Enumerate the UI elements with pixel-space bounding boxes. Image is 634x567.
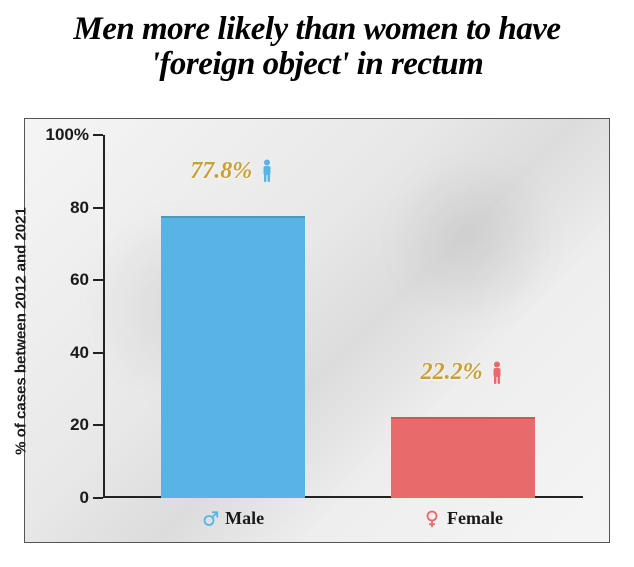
y-tick — [93, 207, 103, 209]
plot-area: 020406080100%77.8% Male22.2% Female — [103, 135, 583, 498]
y-tick — [93, 424, 103, 426]
y-tick — [93, 352, 103, 354]
y-tick-label: 60 — [70, 270, 89, 290]
female-icon — [423, 510, 441, 528]
y-tick-label: 100% — [46, 125, 89, 145]
y-tick-label: 80 — [70, 198, 89, 218]
bar-male — [161, 216, 305, 498]
x-label-male: Male — [201, 508, 264, 529]
y-axis-label: % of cases between 2012 and 2021 — [13, 207, 30, 455]
y-tick — [93, 497, 103, 499]
y-tick-label: 20 — [70, 415, 89, 435]
page-title: Men more likely than women to have 'fore… — [0, 0, 634, 89]
chart-container: % of cases between 2012 and 2021 0204060… — [24, 118, 610, 543]
y-tick — [93, 279, 103, 281]
y-tick — [93, 134, 103, 136]
y-axis-line — [103, 135, 105, 498]
person-icon — [489, 361, 506, 385]
value-text: 22.2% — [421, 359, 483, 386]
x-label-text: Female — [447, 508, 503, 529]
value-label-female: 22.2% — [421, 359, 506, 386]
male-icon — [201, 510, 219, 528]
bar-female — [391, 417, 535, 498]
person-icon — [258, 159, 275, 183]
value-text: 77.8% — [190, 158, 252, 185]
x-label-female: Female — [423, 508, 503, 529]
y-tick-label: 40 — [70, 343, 89, 363]
value-label-male: 77.8% — [190, 158, 275, 185]
x-label-text: Male — [225, 508, 264, 529]
y-tick-label: 0 — [80, 488, 89, 508]
